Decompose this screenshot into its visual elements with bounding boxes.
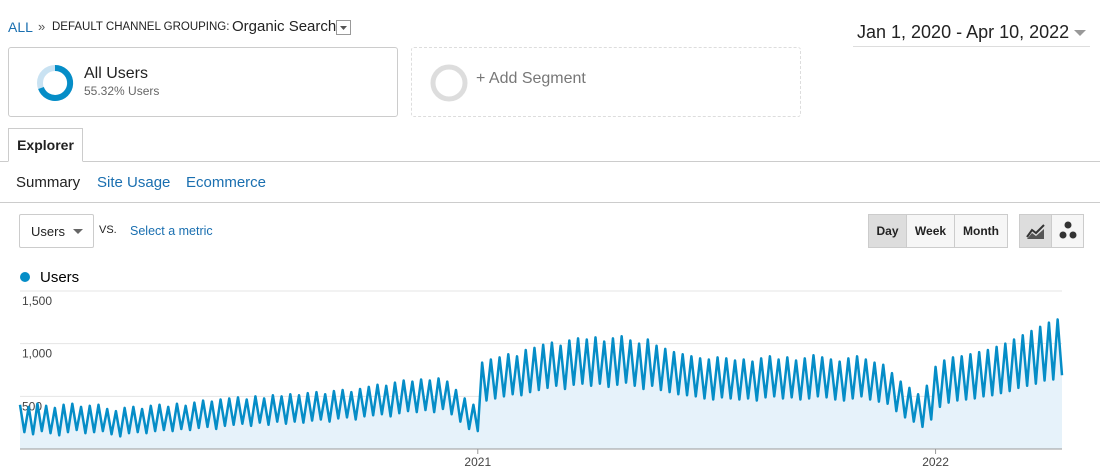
caret [73,229,83,234]
period-button[interactable]: Week [906,214,955,248]
y-tick-label: 1,000 [22,347,52,361]
legend-label: Users [40,269,79,286]
metric: Users [31,224,65,239]
area [20,319,1062,449]
subtab[interactable]: Summary [16,174,81,191]
dimension-dropdown[interactable] [336,20,351,35]
crumb-sep: » [38,19,46,34]
add-segment-ring [430,64,468,102]
legend-dot [20,272,30,282]
tab-line [0,161,1100,162]
motion-view-button[interactable] [1051,214,1084,248]
tab[interactable]: Explorer [8,128,83,162]
vs: VS. [99,224,117,236]
subtab-line [0,202,1100,203]
date-caret [1074,30,1086,36]
segment-card[interactable]: All Users 55.32% Users [8,47,398,117]
x-tick-label: 2021 [464,455,491,469]
period-button[interactable]: Month [954,214,1008,248]
crumb-all[interactable]: ALL [8,19,33,35]
select-metric[interactable]: Select a metric [130,224,213,238]
add-segment: + Add Segment [476,70,586,87]
subtab[interactable]: Site Usage [97,174,171,191]
segment-ring [37,64,74,101]
line [18,318,1064,438]
add-segment-card[interactable]: + Add Segment [411,47,801,117]
segment-subtitle: 55.32% Users [84,84,160,98]
x-tick-label: 2022 [922,455,949,469]
dimension-value: Organic Search [232,18,337,35]
date-underline [853,46,1090,47]
line-view-button[interactable] [1019,214,1052,248]
dimension-label: DEFAULT CHANNEL GROUPING: [52,21,230,33]
metric-dropdown[interactable]: Users [19,214,94,248]
date-range[interactable]: Jan 1, 2020 - Apr 10, 2022 [857,22,1070,42]
subtab[interactable]: Ecommerce [186,174,267,191]
period-button[interactable]: Day [868,214,907,248]
y-tick-label: 1,500 [22,294,52,308]
segment-title: All Users [84,65,149,82]
